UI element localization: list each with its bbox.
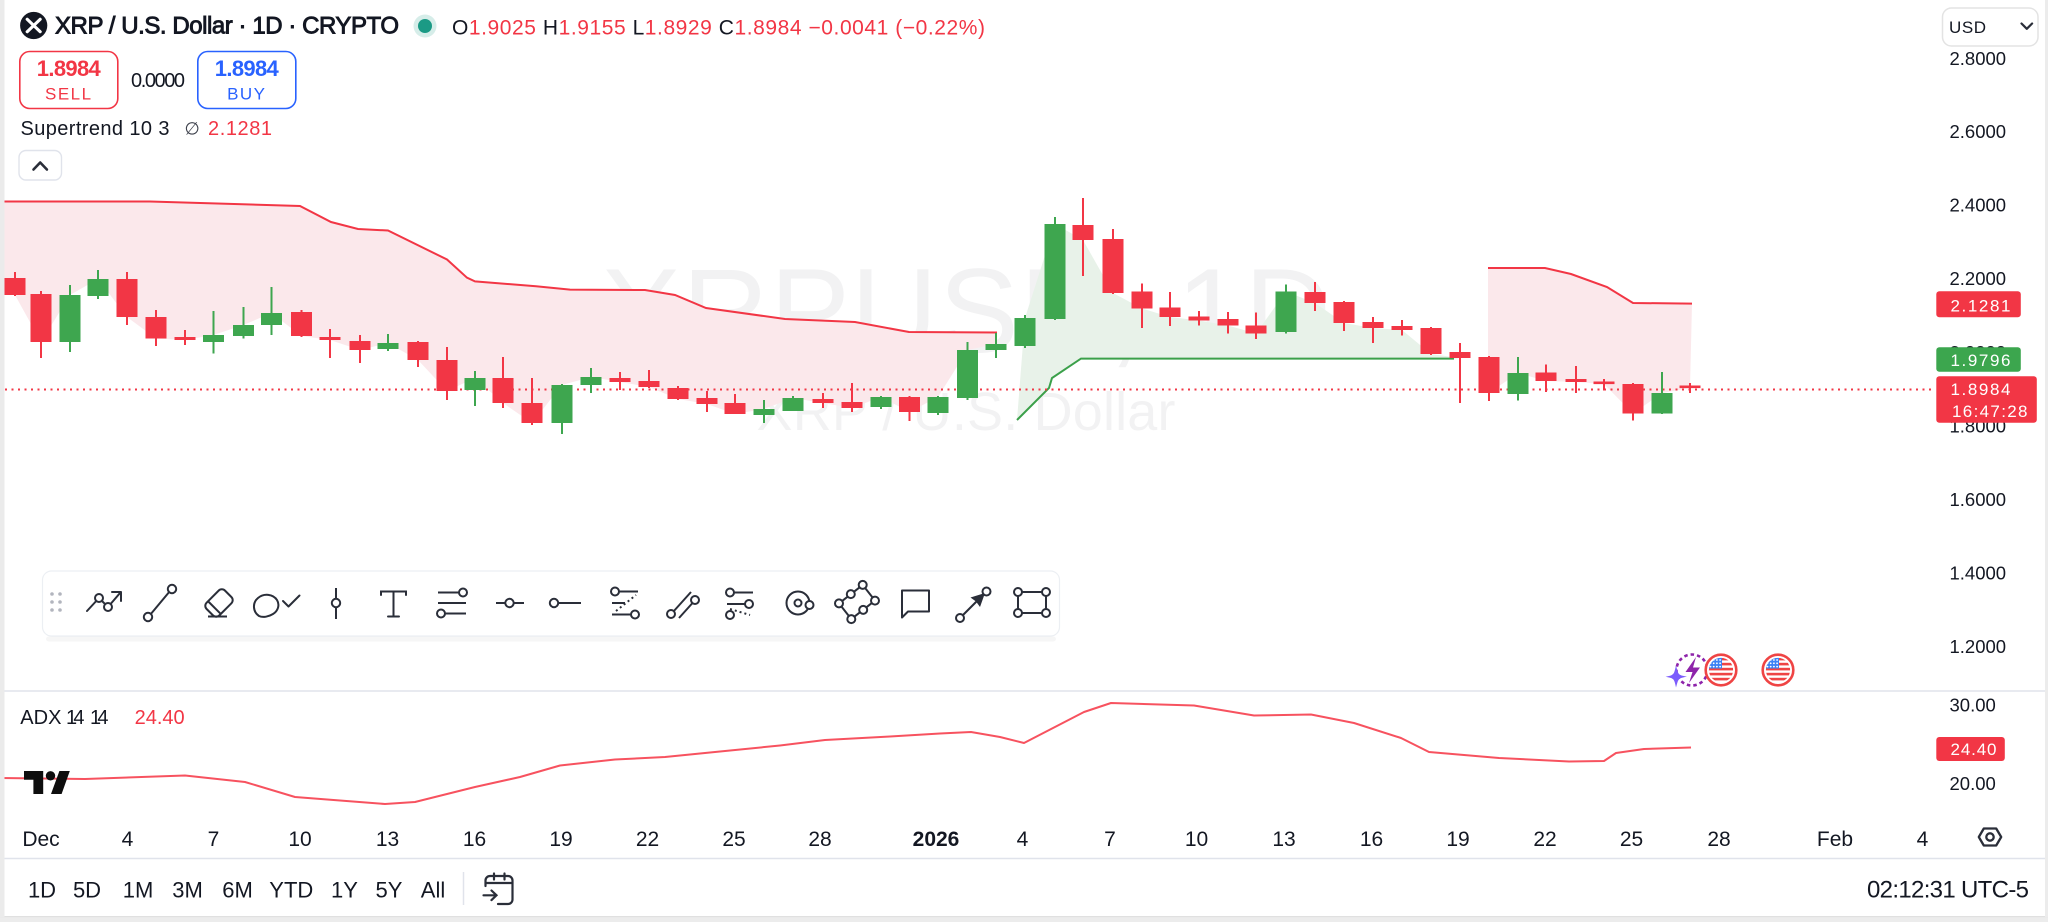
svg-text:1.8984: 1.8984 bbox=[1951, 380, 2011, 399]
svg-text:2.8000: 2.8000 bbox=[1950, 48, 2007, 69]
svg-text:∅: ∅ bbox=[185, 119, 200, 139]
svg-text:SELL: SELL bbox=[45, 85, 93, 104]
svg-text:10: 10 bbox=[288, 828, 311, 851]
svg-text:1Y: 1Y bbox=[331, 878, 358, 903]
svg-text:2.1281: 2.1281 bbox=[1951, 296, 2011, 315]
svg-text:28: 28 bbox=[1707, 828, 1730, 851]
svg-text:16:47:28: 16:47:28 bbox=[1952, 402, 2028, 421]
svg-text:20.00: 20.00 bbox=[1950, 773, 1996, 794]
svg-text:13: 13 bbox=[1272, 828, 1295, 851]
svg-text:2.4000: 2.4000 bbox=[1950, 194, 2007, 215]
svg-text:Dec: Dec bbox=[22, 828, 59, 851]
svg-text:7: 7 bbox=[1104, 828, 1116, 851]
svg-text:30.00: 30.00 bbox=[1950, 694, 1996, 715]
svg-text:YTD: YTD bbox=[269, 878, 313, 903]
svg-text:All: All bbox=[421, 878, 445, 903]
svg-text:5D: 5D bbox=[73, 878, 101, 903]
svg-text:4: 4 bbox=[1017, 828, 1029, 851]
svg-text:2.1281: 2.1281 bbox=[208, 118, 272, 140]
svg-text:Feb: Feb bbox=[1817, 828, 1853, 851]
svg-text:ADX: ADX bbox=[20, 707, 61, 729]
svg-text:1.9796: 1.9796 bbox=[1951, 351, 2011, 370]
svg-text:USD: USD bbox=[1949, 18, 1986, 37]
svg-text:BUY: BUY bbox=[227, 85, 266, 104]
svg-text:19: 19 bbox=[1446, 828, 1469, 851]
svg-text:5Y: 5Y bbox=[376, 878, 403, 903]
svg-text:14: 14 bbox=[66, 707, 85, 729]
svg-text:25: 25 bbox=[1620, 828, 1643, 851]
svg-text:4: 4 bbox=[122, 828, 134, 851]
svg-text:1M: 1M bbox=[123, 878, 154, 903]
svg-text:1.6000: 1.6000 bbox=[1950, 489, 2007, 510]
svg-text:1.2000: 1.2000 bbox=[1950, 636, 2007, 657]
svg-text:1.8984: 1.8984 bbox=[215, 56, 280, 81]
svg-text:02:12:31 UTC-5: 02:12:31 UTC-5 bbox=[1867, 876, 2029, 903]
svg-text:14: 14 bbox=[90, 707, 109, 729]
svg-text:10: 10 bbox=[1185, 828, 1208, 851]
svg-text:4: 4 bbox=[1917, 828, 1929, 851]
svg-text:XRP / U.S. Dollar · 1D · CRYPT: XRP / U.S. Dollar · 1D · CRYPTO bbox=[55, 13, 399, 40]
svg-text:2026: 2026 bbox=[913, 828, 960, 851]
svg-text:16: 16 bbox=[463, 828, 486, 851]
svg-text:3M: 3M bbox=[172, 878, 203, 903]
svg-text:0.0000: 0.0000 bbox=[131, 70, 185, 92]
svg-text:13: 13 bbox=[376, 828, 399, 851]
svg-text:22: 22 bbox=[1533, 828, 1556, 851]
svg-text:7: 7 bbox=[208, 828, 220, 851]
svg-text:1.8984: 1.8984 bbox=[37, 56, 102, 81]
svg-text:24.40: 24.40 bbox=[1951, 740, 1997, 759]
svg-text:O1.9025 H1.9155 L1.8929 C1.898: O1.9025 H1.9155 L1.8929 C1.8984 −0.0041 … bbox=[452, 17, 985, 40]
svg-text:1.4000: 1.4000 bbox=[1950, 562, 2007, 583]
svg-text:16: 16 bbox=[1360, 828, 1383, 851]
svg-text:1D: 1D bbox=[28, 878, 56, 903]
svg-text:2.6000: 2.6000 bbox=[1950, 121, 2007, 142]
svg-text:25: 25 bbox=[722, 828, 745, 851]
svg-text:19: 19 bbox=[549, 828, 572, 851]
svg-text:6M: 6M bbox=[222, 878, 253, 903]
svg-text:28: 28 bbox=[808, 828, 831, 851]
svg-text:2.2000: 2.2000 bbox=[1950, 268, 2007, 289]
svg-text:Supertrend 10 3: Supertrend 10 3 bbox=[21, 118, 170, 140]
svg-text:22: 22 bbox=[636, 828, 659, 851]
svg-text:24.40: 24.40 bbox=[135, 707, 185, 729]
